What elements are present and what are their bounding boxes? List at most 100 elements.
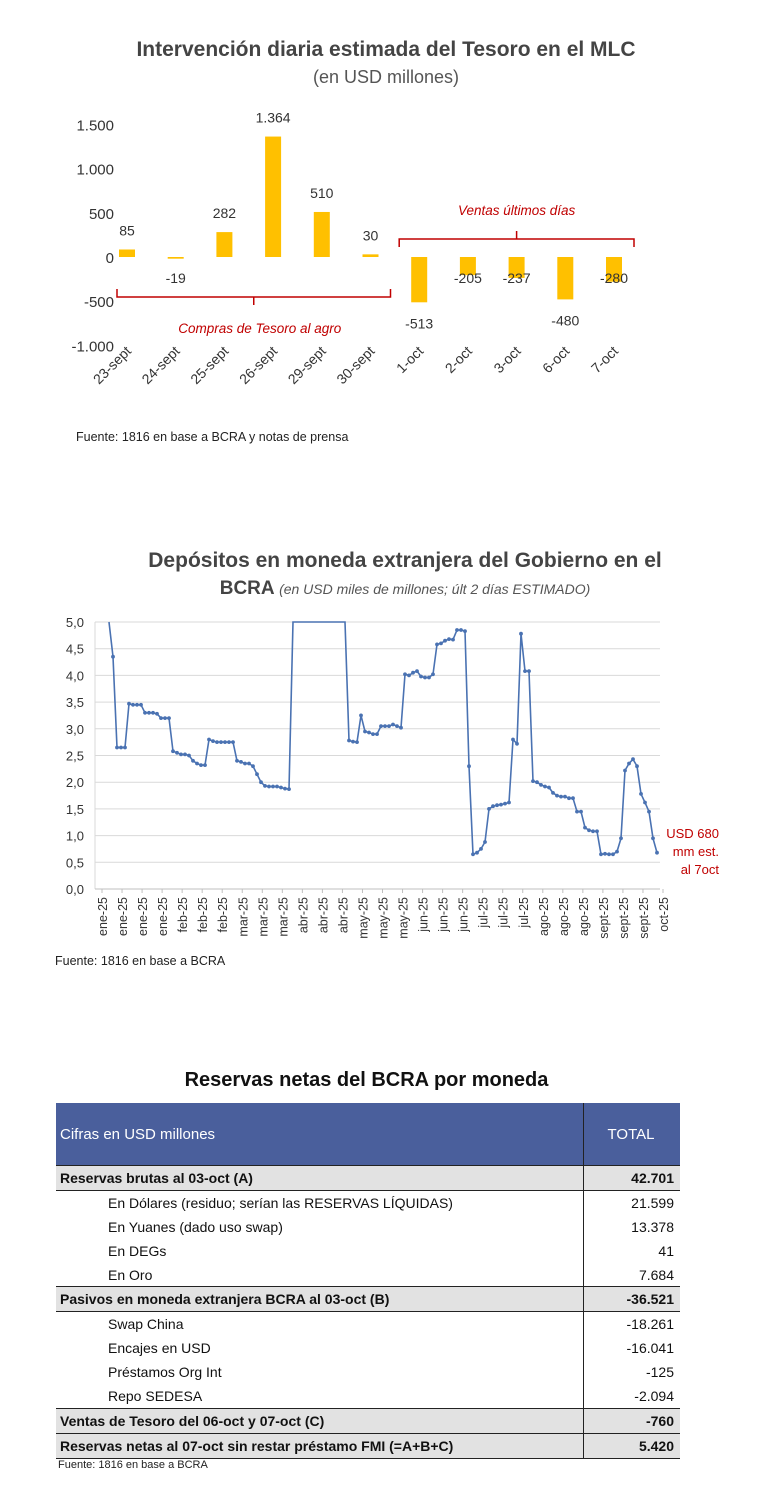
chart1-xtick-label: 1-oct <box>393 343 426 376</box>
table-header-row: Cifras en USD millones TOTAL <box>56 1103 680 1166</box>
chart2-point <box>595 829 599 834</box>
chart2-point <box>359 713 363 718</box>
chart2-title-line2: BCRA (en USD miles de millones; últ 2 dí… <box>100 578 710 600</box>
table-row-value: 13.378 <box>583 1214 680 1239</box>
chart2-xtick-label: ene-25 <box>136 897 150 936</box>
chart2-point <box>187 753 191 758</box>
chart1-ytick-label: -500 <box>84 294 114 311</box>
chart2-point <box>419 674 423 679</box>
chart1-data-label: -513 <box>405 315 433 331</box>
table-row-label: Repo SEDESA <box>108 1387 203 1404</box>
chart2-point <box>171 749 175 754</box>
chart2-xtick-label: ago-25 <box>557 897 571 936</box>
chart2-point <box>439 641 443 646</box>
table-row: Reservas netas al 07-oct sin restar prés… <box>56 1432 680 1459</box>
table-row-value: -36.521 <box>583 1286 680 1313</box>
chart2-point <box>267 784 271 789</box>
chart2-point <box>287 787 291 791</box>
chart2-point <box>399 725 403 730</box>
chart1-source: Fuente: 1816 en base a BCRA y notas de p… <box>76 430 349 444</box>
chart2-annotation: USD 680 <box>666 826 719 841</box>
chart1-xtick-label: 7-oct <box>588 343 621 376</box>
chart2-point <box>111 654 115 659</box>
chart2-point <box>479 847 483 851</box>
table-row-value: -16.041 <box>583 1336 680 1361</box>
chart2-point <box>243 761 247 766</box>
chart2-point <box>143 710 147 715</box>
chart2-point <box>455 628 459 632</box>
chart2-point <box>367 730 371 735</box>
chart1-xtick-label: 25-sept <box>187 343 231 387</box>
chart2-point <box>351 739 355 744</box>
chart2-point <box>451 637 455 642</box>
chart2-point <box>543 784 547 789</box>
chart1-xtick-label: 24-sept <box>138 343 182 387</box>
chart2-ytick-label: 2,5 <box>66 749 84 764</box>
chart2-point <box>579 809 583 814</box>
chart1-bar <box>459 257 476 276</box>
chart1-bar <box>557 257 574 300</box>
table-header-total: TOTAL <box>583 1103 680 1166</box>
chart2-xtick-label: jul-25 <box>517 897 531 929</box>
chart2-ytick-label: 3,5 <box>66 695 84 710</box>
chart1-xtick-label: 30-sept <box>333 343 377 387</box>
chart2-xtick-label: ago-25 <box>537 897 551 936</box>
chart2-point <box>623 768 627 773</box>
chart2-xtick-label: feb-25 <box>176 897 190 932</box>
chart2-xtick-label: jul-25 <box>497 897 511 929</box>
chart2-point <box>447 637 451 641</box>
chart2-point <box>535 780 539 785</box>
chart2-point <box>539 783 543 787</box>
chart2-xtick-label: sept-25 <box>637 897 651 939</box>
chart2-title-bcra: BCRA <box>219 578 275 599</box>
chart2-xtick-label: abr-25 <box>296 897 310 933</box>
table-row-label: Préstamos Org Int <box>108 1364 222 1381</box>
chart2-xtick-label: jun-25 <box>457 897 471 933</box>
table-row-value: -2.094 <box>583 1384 680 1409</box>
chart2-annotation: mm est. <box>673 844 719 859</box>
table-row-label: Reservas netas al 07-oct sin restar prés… <box>56 1432 584 1459</box>
chart2-point <box>603 851 607 856</box>
chart2-point <box>147 710 151 715</box>
chart2-point <box>463 629 467 633</box>
chart1-data-label: -19 <box>166 270 186 286</box>
chart1-bar <box>362 254 379 257</box>
chart2-point <box>467 764 471 769</box>
table-source: Fuente: 1816 en base a BCRA <box>58 1459 208 1471</box>
chart2-xtick-label: oct-25 <box>657 897 671 932</box>
chart2-ytick-label: 4,0 <box>66 668 84 683</box>
chart2-point <box>599 852 603 857</box>
chart2-point <box>483 840 487 844</box>
chart2-point <box>555 793 559 798</box>
chart2-point <box>575 809 579 814</box>
chart2-point <box>567 796 571 801</box>
chart2-point <box>531 779 535 783</box>
chart1-plot: 1.5001.0005000-500-1.0008523-sept-1924-s… <box>71 110 635 387</box>
chart2-point <box>395 724 399 728</box>
chart1-xtick-label: 29-sept <box>285 343 329 387</box>
chart2-point <box>499 802 503 807</box>
table-row: Pasivos en moneda extranjera BCRA al 03-… <box>56 1286 680 1313</box>
chart2-xtick-label: mar-25 <box>236 897 250 937</box>
chart2-point <box>211 739 215 743</box>
table-row-label: En Oro <box>108 1266 153 1283</box>
chart1-xtick-label: 6-oct <box>539 343 572 376</box>
chart2-point <box>607 852 611 857</box>
table-row-label: En Yuanes (dado uso swap) <box>108 1218 283 1235</box>
chart1-ytick-label: 1.500 <box>76 118 114 135</box>
chart2-xtick-label: feb-25 <box>216 897 230 932</box>
chart1-xtick-label: 26-sept <box>236 343 280 387</box>
chart1-data-label: 282 <box>213 205 237 221</box>
chart2-point <box>647 809 651 814</box>
chart2-point <box>259 780 263 785</box>
chart2-xtick-label: jul-25 <box>477 897 491 929</box>
chart2-source: Fuente: 1816 en base a BCRA <box>55 954 226 968</box>
chart2-point <box>115 745 119 750</box>
chart2-xtick-label: feb-25 <box>196 897 210 932</box>
chart2-xtick-label: ene-25 <box>156 897 170 936</box>
table-row: Ventas de Tesoro del 06-oct y 07-oct (C)… <box>56 1407 680 1434</box>
table-row-value: 21.599 <box>583 1190 680 1215</box>
chart2-point <box>355 740 359 744</box>
table-row-label: Ventas de Tesoro del 06-oct y 07-oct (C) <box>56 1407 584 1434</box>
chart2-xtick-label: ene-25 <box>96 897 110 936</box>
